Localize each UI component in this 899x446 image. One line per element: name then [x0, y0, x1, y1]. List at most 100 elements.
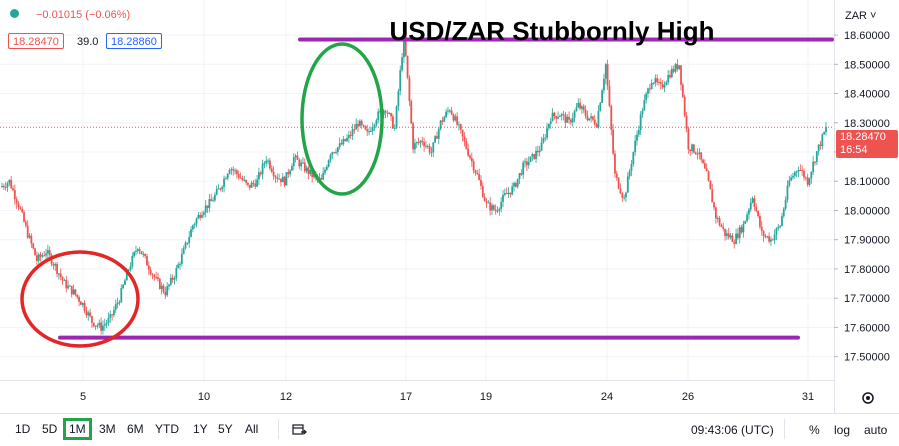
candle: [256, 174, 258, 188]
candle: [166, 282, 169, 297]
candle: [169, 274, 172, 287]
candle: [289, 169, 292, 178]
candle: [709, 180, 712, 190]
candle: [505, 187, 508, 195]
timeframe-6m[interactable]: 6M: [127, 422, 144, 436]
candle: [8, 179, 11, 187]
auto-toggle[interactable]: auto: [864, 423, 888, 437]
candle: [247, 182, 249, 188]
candle: [511, 182, 514, 196]
timeframe-ytd[interactable]: YTD: [155, 422, 179, 436]
timeframe-1m[interactable]: 1M: [63, 418, 92, 440]
ask-price[interactable]: 18.28860: [106, 33, 162, 49]
candle: [749, 198, 752, 212]
candle: [234, 168, 236, 175]
timeframe-1y[interactable]: 1Y: [193, 422, 208, 436]
candle: [46, 244, 49, 259]
candle: [632, 151, 635, 167]
candle: [718, 215, 721, 227]
candle: [180, 248, 183, 267]
candle: [80, 300, 82, 305]
candle: [2, 183, 5, 190]
low-circle-annotation: [20, 250, 140, 348]
candle: [149, 266, 152, 276]
candle: [781, 212, 783, 227]
candle: [821, 133, 824, 150]
candle: [494, 204, 497, 215]
candle: [353, 124, 356, 134]
candle: [577, 98, 580, 109]
candle: [228, 168, 231, 175]
candle: [294, 153, 297, 163]
timeframe-all[interactable]: All: [245, 422, 259, 436]
candle: [226, 172, 229, 181]
candle: [118, 299, 121, 306]
log-toggle[interactable]: log: [834, 423, 851, 437]
candle: [157, 272, 159, 282]
candle: [513, 181, 515, 192]
candle: [399, 65, 402, 96]
candle: [182, 245, 185, 255]
candle: [408, 75, 411, 107]
candle: [759, 213, 761, 230]
candle: [230, 167, 233, 175]
candle: [782, 207, 785, 219]
candle: [263, 161, 266, 169]
candle: [366, 124, 369, 137]
candle: [364, 125, 367, 131]
currency-label[interactable]: ZAR ˅: [845, 10, 876, 22]
candle: [92, 322, 95, 328]
candle: [615, 170, 618, 181]
candle: [391, 113, 394, 129]
candle: [69, 284, 71, 287]
candle: [502, 189, 504, 208]
candle: [562, 110, 565, 121]
candle: [384, 109, 387, 119]
candle: [533, 153, 536, 160]
y-tick-label: 17.60000: [844, 322, 890, 334]
candle: [549, 117, 552, 129]
candle: [555, 115, 558, 124]
candle: [296, 151, 299, 160]
candle: [403, 27, 405, 63]
candle: [599, 101, 602, 112]
candle: [547, 123, 550, 131]
candle: [32, 242, 35, 250]
candle: [113, 306, 115, 318]
candle: [434, 135, 437, 144]
price-chart[interactable]: 17.50000 17.60000 17.70000 17.80000 17.90000…: [0, 0, 899, 413]
candle: [647, 87, 649, 98]
chart-title: USD/ZAR Stubbornly High: [390, 16, 715, 46]
bid-price[interactable]: 18.28470: [8, 33, 64, 49]
candle: [129, 262, 132, 272]
percent-toggle[interactable]: %: [809, 423, 820, 437]
settings-icon[interactable]: [862, 392, 874, 404]
candle: [795, 170, 798, 178]
x-tick-label: 26: [682, 391, 694, 403]
candle: [636, 130, 638, 146]
timeframe-3m[interactable]: 3M: [99, 422, 116, 436]
timeframe-5y[interactable]: 5Y: [218, 422, 233, 436]
candle: [265, 156, 268, 167]
candle: [331, 151, 334, 159]
candle: [575, 103, 578, 112]
candle: [335, 148, 337, 155]
candle: [300, 159, 303, 171]
candle: [584, 105, 587, 119]
timeframe-1d[interactable]: 1D: [15, 422, 31, 436]
candle: [518, 172, 521, 184]
candle: [461, 129, 464, 142]
candle: [1, 182, 3, 188]
candle: [213, 192, 216, 203]
candle: [823, 131, 826, 136]
bottom-toolbar: 1D 5D 1M 3M 6M YTD 1Y 5Y All 09:43:06 (U…: [0, 413, 899, 446]
date-range-icon[interactable]: [292, 422, 308, 438]
timeframe-5d[interactable]: 5D: [42, 422, 58, 436]
clock-time[interactable]: 09:43:06 (UTC): [691, 423, 774, 437]
candle: [476, 169, 479, 176]
candle: [535, 146, 537, 164]
candle: [56, 261, 58, 278]
x-tick-label: 19: [480, 391, 492, 403]
candle: [83, 300, 86, 314]
candle: [819, 140, 822, 150]
